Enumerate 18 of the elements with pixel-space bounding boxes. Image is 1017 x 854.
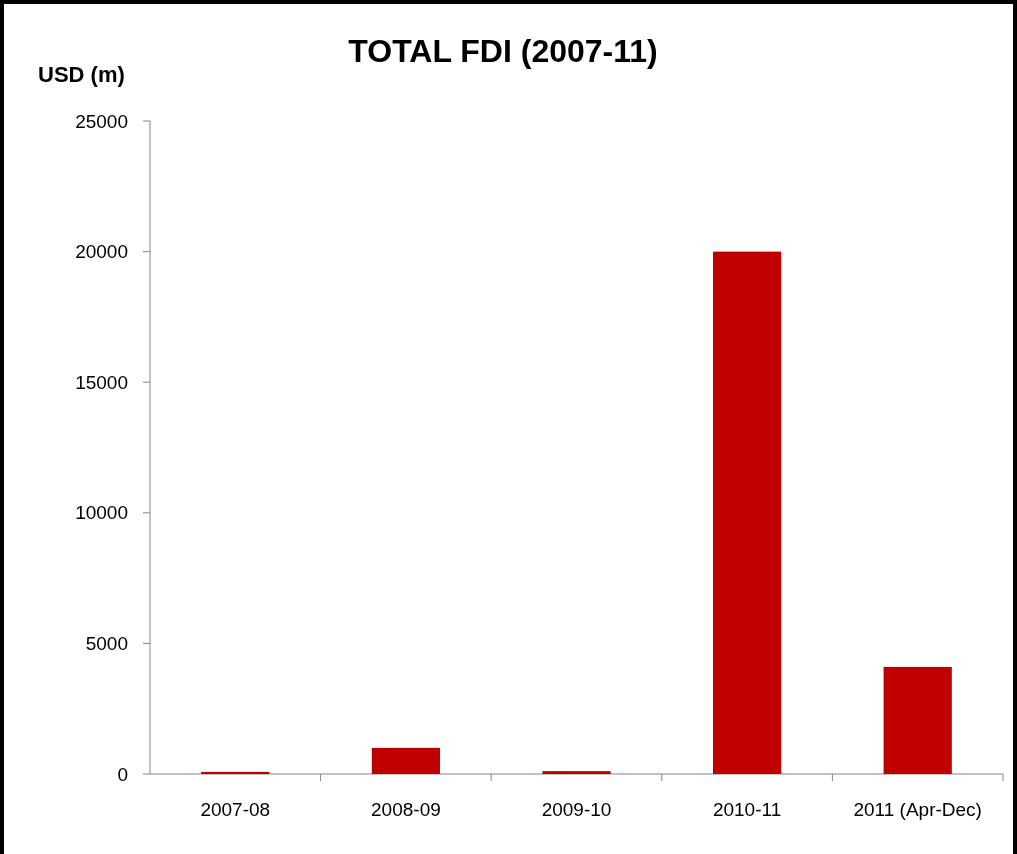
- bar: [883, 666, 952, 774]
- bar: [371, 747, 441, 774]
- y-axis-title: USD (m): [38, 62, 125, 87]
- chart-title: TOTAL FDI (2007-11): [348, 33, 658, 69]
- y-tick-label: 5000: [85, 633, 128, 655]
- x-tick-label: 2011 (Apr-Dec): [853, 799, 982, 820]
- y-tick-label: 20000: [75, 241, 128, 263]
- y-tick-label: 15000: [75, 371, 128, 393]
- y-tick-label: 25000: [75, 110, 128, 132]
- x-tick-label: 2008-09: [371, 799, 441, 820]
- bar: [542, 771, 611, 774]
- x-tick-label: 2009-10: [541, 799, 612, 820]
- x-tick-label: 2010-11: [712, 799, 782, 820]
- y-tick-label: 0: [117, 763, 128, 785]
- y-tick-label: 10000: [75, 502, 128, 524]
- x-tick-label: 2007-08: [200, 799, 271, 820]
- bar: [712, 251, 782, 774]
- bar: [201, 771, 270, 774]
